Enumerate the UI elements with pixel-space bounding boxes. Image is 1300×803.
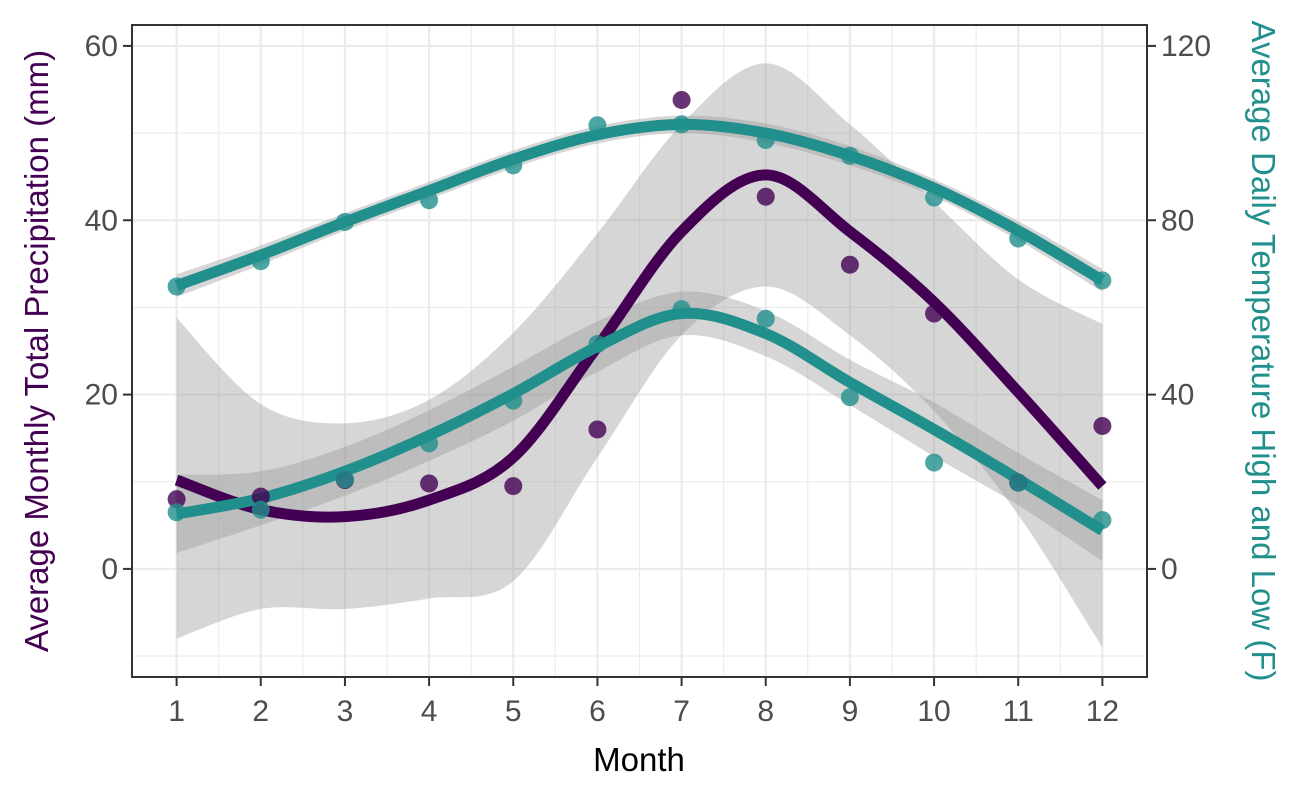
- x-tick-label: 10: [917, 695, 950, 728]
- x-tick-label: 12: [1086, 695, 1119, 728]
- data-point: [420, 474, 439, 493]
- data-point: [925, 304, 944, 323]
- plot-border: [131, 24, 1148, 678]
- data-point: [588, 335, 607, 354]
- data-point: [1093, 416, 1112, 435]
- smooth-lines: [174, 118, 1107, 536]
- data-point: [925, 188, 944, 207]
- data-point: [840, 146, 859, 165]
- data-point: [840, 255, 859, 274]
- x-tick-label: 7: [673, 695, 690, 728]
- data-point: [672, 115, 691, 134]
- data-point: [1093, 271, 1112, 290]
- x-tick-label: 4: [421, 695, 438, 728]
- y-left-axis-title: Average Monthly Total Precipitation (mm): [18, 50, 55, 652]
- data-point: [167, 277, 186, 296]
- data-point: [588, 420, 607, 439]
- data-point: [251, 487, 270, 506]
- y-left-tick-label: 60: [85, 30, 118, 63]
- data-point: [756, 187, 775, 206]
- y-right-tick-label: 40: [1161, 379, 1194, 412]
- data-point: [756, 309, 775, 328]
- x-tick-label: 9: [842, 695, 859, 728]
- y-right-tick-label: 120: [1161, 30, 1211, 63]
- data-point: [840, 388, 859, 407]
- data-point: [672, 300, 691, 319]
- x-tick-label: 11: [1003, 695, 1034, 728]
- y-left-tick-labels: 0 20 40 60: [85, 30, 118, 586]
- axis-ticks: [123, 44, 1156, 686]
- data-point: [335, 470, 354, 489]
- y-left-tick-label: 0: [101, 553, 118, 586]
- smooth-line-2: [174, 118, 1106, 291]
- y-left-tick-label: 20: [85, 379, 118, 412]
- y-right-tick-label: 80: [1161, 204, 1194, 237]
- y-right-axis-title: Average Daily Temperature High and Low (…: [1245, 21, 1282, 682]
- data-point: [335, 212, 354, 231]
- x-tick-label: 5: [505, 695, 522, 728]
- data-point: [504, 391, 523, 410]
- y-right-tick-labels: 0 40 80 120: [1161, 30, 1211, 586]
- x-tick-labels: 1 2 3 4 5 6 7 8 9 10 11 12: [168, 695, 1119, 728]
- x-tick-label: 2: [252, 695, 269, 728]
- smooth-line-3: [175, 307, 1106, 536]
- data-points: [167, 90, 1112, 530]
- data-point: [1009, 229, 1028, 248]
- data-point: [504, 156, 523, 175]
- data-point: [251, 252, 270, 271]
- x-tick-label: 8: [757, 695, 774, 728]
- y-left-tick-label: 40: [85, 204, 118, 237]
- gridlines: [132, 25, 1147, 677]
- smooth-line-1: [174, 169, 1107, 523]
- y-right-tick-label: 0: [1161, 553, 1178, 586]
- data-point: [672, 90, 691, 109]
- data-point: [1093, 511, 1112, 530]
- x-tick-label: 1: [168, 695, 185, 728]
- x-tick-label: 6: [589, 695, 606, 728]
- data-point: [504, 477, 523, 496]
- confidence-ribbon-3: [176, 291, 1103, 562]
- data-point: [925, 453, 944, 472]
- data-point: [167, 490, 186, 509]
- x-tick-label: 3: [337, 695, 354, 728]
- data-point: [251, 500, 270, 519]
- data-point: [167, 503, 186, 522]
- data-point: [756, 131, 775, 150]
- data-point: [420, 191, 439, 210]
- x-axis-title: Month: [593, 741, 685, 778]
- data-point: [588, 116, 607, 135]
- data-point: [1009, 473, 1028, 492]
- data-point: [420, 434, 439, 453]
